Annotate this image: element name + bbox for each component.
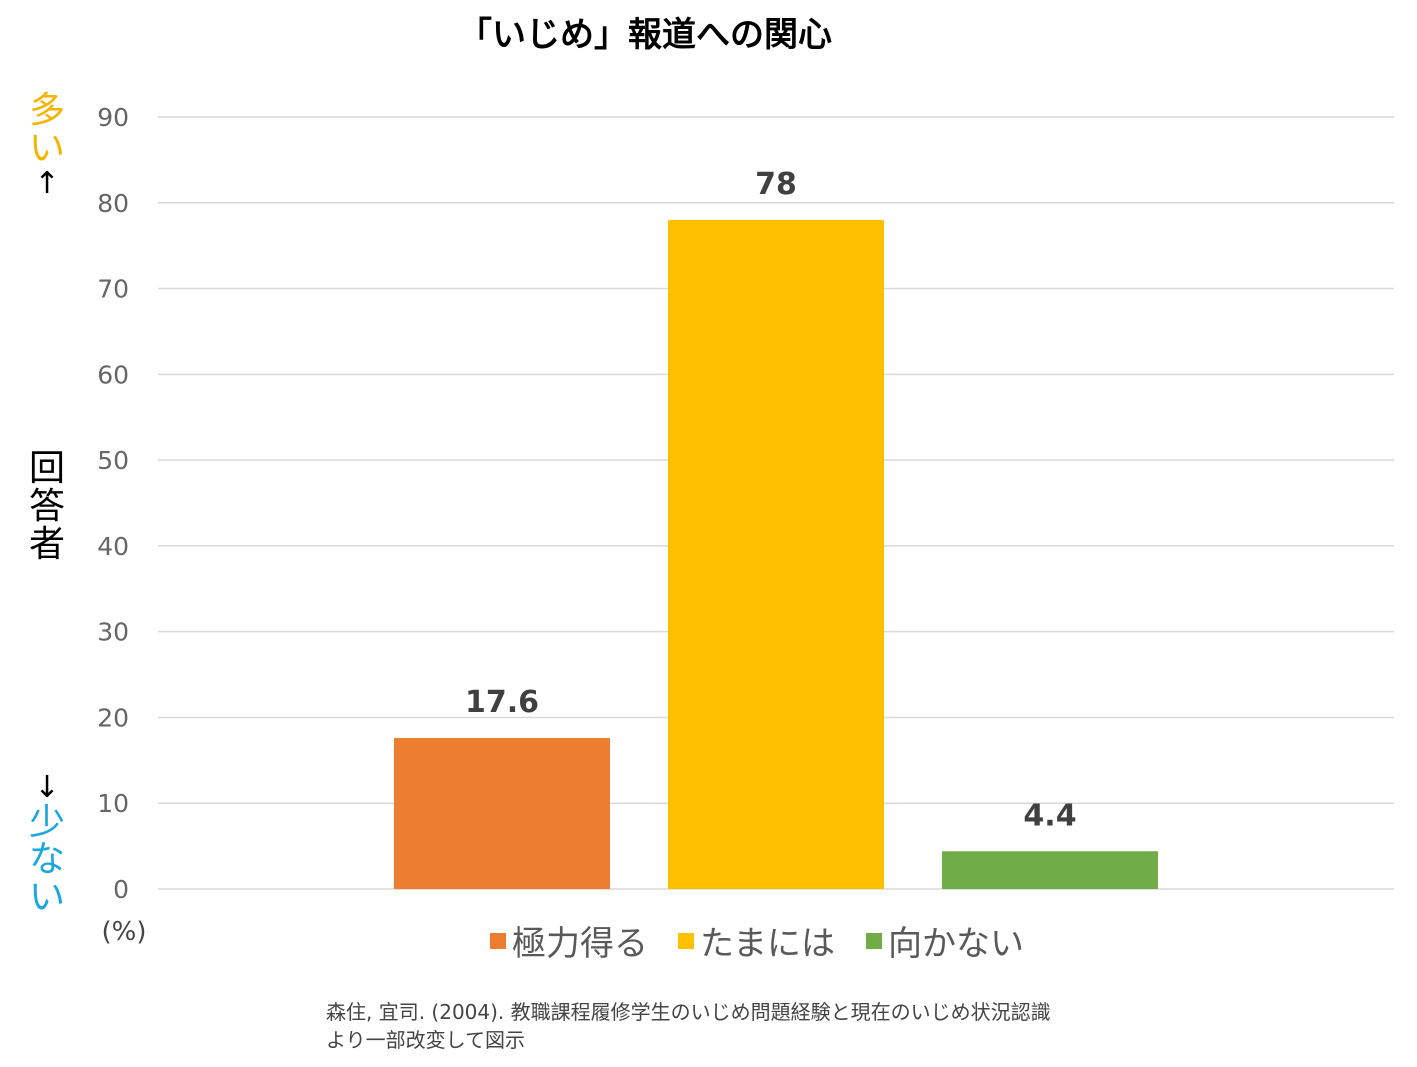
- down-arrow-icon: ↓: [34, 770, 60, 805]
- y-tick-label: 70: [97, 275, 129, 304]
- respondent-axis-label: 回答者: [24, 450, 70, 563]
- y-tick-label: 30: [97, 618, 129, 647]
- few-text-lower: 少ない: [24, 801, 70, 919]
- many-text-upper: 多い: [24, 92, 70, 168]
- vertical-char: 答: [28, 485, 65, 527]
- legend-label: たまには: [700, 924, 835, 964]
- vertical-char: い: [28, 877, 65, 919]
- legend-swatch: [490, 933, 506, 949]
- up-arrow-icon: ↑: [34, 165, 60, 201]
- legend: 極力得る たまには 向かない: [490, 924, 1024, 964]
- y-axis-ticks: 0 10 20 30 40 50 60 70 80 90: [97, 103, 129, 904]
- data-label: 17.6: [465, 685, 539, 720]
- vertical-char: な: [28, 839, 65, 881]
- legend-label: 極力得る: [512, 924, 648, 964]
- y-tick-label: 0: [113, 875, 129, 904]
- y-tick-label: 40: [97, 532, 129, 561]
- vertical-char: 多: [28, 90, 65, 131]
- bars: [394, 219, 1158, 889]
- data-label: 78: [755, 167, 797, 202]
- few-label: ↓ 少ない: [24, 772, 70, 917]
- bar-2: [668, 219, 884, 889]
- y-tick-label: 50: [97, 446, 129, 475]
- y-tick-label: 90: [97, 103, 129, 132]
- data-label: 4.4: [1023, 798, 1076, 833]
- y-tick-label: 20: [97, 703, 129, 732]
- data-labels: 17.6 78 4.4: [465, 167, 1077, 833]
- vertical-char: 少: [28, 801, 65, 843]
- bar-3: [942, 851, 1158, 889]
- chart-title: 「いじめ」報道への関心: [458, 15, 832, 55]
- vertical-char: 者: [28, 523, 65, 565]
- legend-swatch: [678, 933, 694, 949]
- legend-label: 向かない: [888, 924, 1024, 964]
- y-tick-label: 10: [97, 789, 129, 818]
- y-tick-label: 60: [97, 360, 129, 389]
- source-citation: 森住, 宜司. (2004). 教職課程履修学生のいじめ問題経験と現在のいじめ状…: [326, 998, 1051, 1054]
- vertical-char: 回: [28, 448, 65, 489]
- vertical-char: い: [28, 127, 65, 169]
- legend-swatch: [866, 933, 882, 949]
- many-label: 多い ↑: [24, 92, 70, 199]
- unit-label: (%): [102, 917, 147, 947]
- bar-1: [394, 738, 610, 889]
- y-tick-label: 80: [97, 189, 129, 218]
- source-line-1: 森住, 宜司. (2004). 教職課程履修学生のいじめ問題経験と現在のいじめ状…: [326, 1000, 1051, 1024]
- source-line-2: より一部改変して図示: [326, 1028, 525, 1052]
- respondent-text: 回答者: [24, 450, 70, 563]
